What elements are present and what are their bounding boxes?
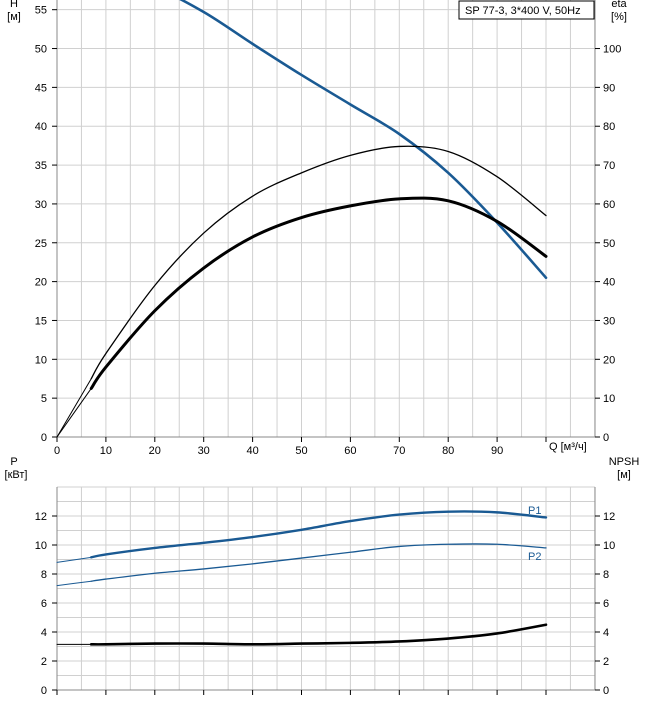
left-tick-label: 10 bbox=[35, 354, 47, 366]
left-tick-label: 25 bbox=[35, 238, 47, 250]
right-tick-label: 8 bbox=[603, 569, 609, 581]
right-tick-label: 90 bbox=[603, 82, 615, 94]
legend-box bbox=[458, 0, 595, 20]
x-tick-label: 80 bbox=[442, 445, 454, 457]
right-tick-label: 2 bbox=[603, 656, 609, 668]
right-tick-label: 0 bbox=[603, 685, 609, 697]
x-tick-label: 90 bbox=[491, 445, 503, 457]
eta-axis-label: eta bbox=[611, 0, 627, 10]
x-tick-label: 70 bbox=[393, 445, 405, 457]
x-tick-label: 30 bbox=[198, 445, 210, 457]
head-axis-label: H bbox=[10, 0, 18, 10]
right-tick-label: 4 bbox=[603, 627, 609, 639]
right-tick-label: 12 bbox=[603, 511, 615, 523]
right-tick-label: 60 bbox=[603, 199, 615, 211]
left-tick-label: 35 bbox=[35, 160, 47, 172]
left-tick-label: 45 bbox=[35, 82, 47, 94]
series-line-npsh bbox=[89, 623, 548, 646]
power-axis-label: P bbox=[10, 456, 17, 468]
x-tick-label: 60 bbox=[344, 445, 356, 457]
series-line-h bbox=[179, 0, 548, 280]
head-axis-unit: [м] bbox=[7, 11, 21, 23]
power-chart-grid bbox=[56, 486, 596, 691]
right-tick-label: 50 bbox=[603, 238, 615, 250]
power-axis-unit: [кВт] bbox=[5, 469, 28, 481]
legend-box-text: SP 77-3, 3*400 V, 50Hz bbox=[465, 5, 581, 17]
right-tick-label: 6 bbox=[603, 598, 609, 610]
right-tick-label: 30 bbox=[603, 315, 615, 327]
npsh-axis-label: NPSH bbox=[609, 456, 640, 468]
left-tick-label: 40 bbox=[35, 121, 47, 133]
npsh-axis-unit: [м] bbox=[617, 469, 631, 481]
x-tick-label: 0 bbox=[54, 445, 60, 457]
left-tick-label: 20 bbox=[35, 277, 47, 289]
left-tick-label: 5 bbox=[41, 393, 47, 405]
left-tick-label: 10 bbox=[35, 540, 47, 552]
x-tick-label: 40 bbox=[246, 445, 258, 457]
right-tick-label: 0 bbox=[603, 432, 609, 444]
series-line-eta-thick bbox=[89, 196, 548, 390]
x-tick-label: 10 bbox=[100, 445, 112, 457]
series-label-p1: P1 bbox=[528, 505, 541, 517]
right-tick-label: 100 bbox=[603, 44, 621, 56]
left-tick-label: 6 bbox=[41, 598, 47, 610]
x-tick-label: 20 bbox=[149, 445, 161, 457]
left-tick-label: 8 bbox=[41, 569, 47, 581]
power-chart-series bbox=[56, 510, 548, 646]
flow-axis-label: Q [м³/ч] bbox=[549, 441, 587, 453]
x-tick-label: 50 bbox=[295, 445, 307, 457]
right-tick-label: 70 bbox=[603, 160, 615, 172]
right-tick-label: 10 bbox=[603, 393, 615, 405]
left-tick-label: 30 bbox=[35, 199, 47, 211]
series-line-p1 bbox=[90, 510, 548, 559]
left-tick-label: 4 bbox=[41, 627, 47, 639]
right-tick-label: 80 bbox=[603, 121, 615, 133]
head-chart-grid bbox=[56, 0, 596, 438]
series-line-eta-thin bbox=[90, 145, 547, 380]
left-tick-label: 0 bbox=[41, 432, 47, 444]
eta-axis-unit: [%] bbox=[611, 11, 627, 23]
right-tick-label: 10 bbox=[603, 540, 615, 552]
head-chart-series bbox=[56, 0, 548, 438]
head-chart-ticks: 0510152025303540455055606501020304050607… bbox=[35, 5, 622, 457]
series-line-p1-extension bbox=[56, 556, 92, 563]
left-tick-label: 15 bbox=[35, 315, 47, 327]
series-line-eta-thick-extension bbox=[56, 387, 92, 438]
right-tick-label: 20 bbox=[603, 354, 615, 366]
left-tick-label: 0 bbox=[41, 685, 47, 697]
left-tick-label: 55 bbox=[35, 5, 47, 17]
series-line-p2 bbox=[90, 543, 547, 582]
left-tick-label: 50 bbox=[35, 44, 47, 56]
series-line-p2-extension bbox=[56, 580, 92, 587]
right-tick-label: 40 bbox=[603, 277, 615, 289]
left-tick-label: 12 bbox=[35, 511, 47, 523]
left-tick-label: 2 bbox=[41, 656, 47, 668]
series-label-p2: P2 bbox=[528, 551, 541, 563]
power-chart-ticks: 0 2 4 6 8 10 12 0 2 4 6 8 10 12 bbox=[35, 511, 616, 697]
